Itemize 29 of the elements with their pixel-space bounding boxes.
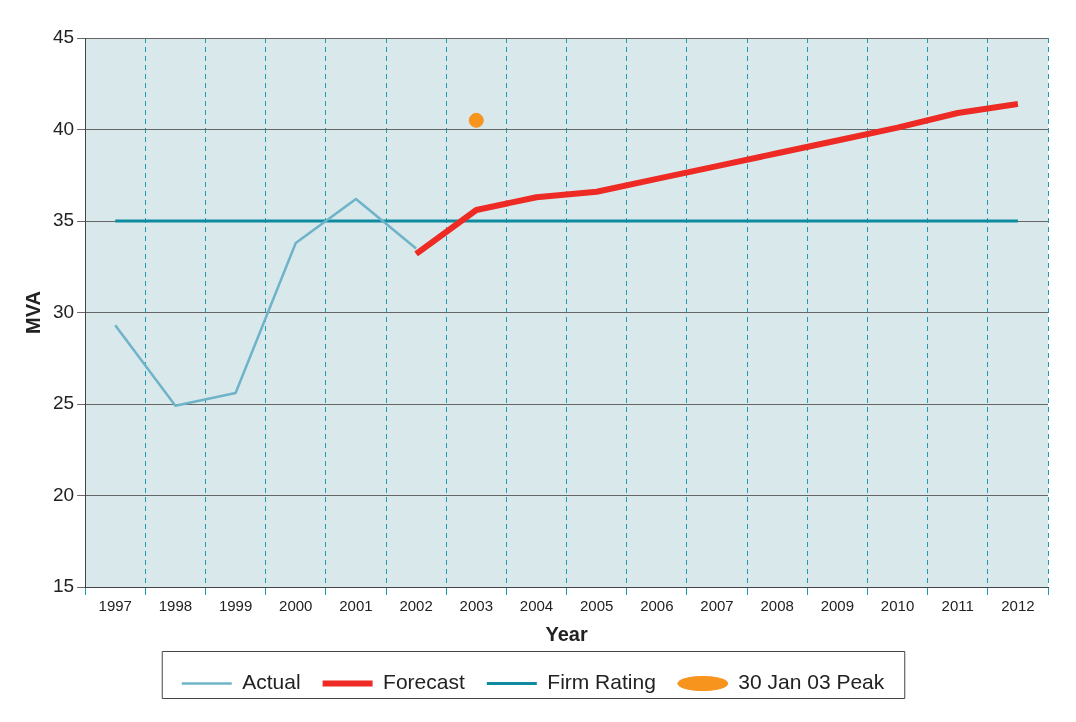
legend-label: Forecast xyxy=(383,670,465,694)
y-tick-label: 20 xyxy=(52,483,75,505)
y-axis-title: MVA xyxy=(21,291,44,334)
y-tick-label: 45 xyxy=(52,26,75,48)
x-tick-label: 2007 xyxy=(700,597,734,615)
x-tick-label: 1998 xyxy=(158,597,193,615)
y-tick-label: 35 xyxy=(52,209,75,231)
legend-label: Actual xyxy=(242,670,301,694)
x-tick-label: 1997 xyxy=(98,597,132,615)
x-tick-label: 2003 xyxy=(459,597,493,615)
x-tick-label: 2002 xyxy=(399,597,433,615)
x-tick-label: 2012 xyxy=(1001,597,1035,615)
x-tick-label: 2006 xyxy=(640,597,674,615)
x-tick-label: 2009 xyxy=(820,597,855,615)
x-tick-label: 1999 xyxy=(218,597,253,615)
y-tick-label: 15 xyxy=(52,575,75,597)
x-axis-title: Year xyxy=(545,622,588,645)
y-tick-label: 40 xyxy=(52,117,75,139)
legend-label: Firm Rating xyxy=(547,670,656,694)
x-tick-label: 2001 xyxy=(339,597,373,615)
x-tick-label: 2008 xyxy=(760,597,794,615)
legend-label: 30 Jan 03 Peak xyxy=(738,670,885,694)
x-tick-label: 2005 xyxy=(579,597,614,615)
y-tick-label: 25 xyxy=(52,392,75,414)
x-tick-label: 2010 xyxy=(880,597,915,615)
x-tick-label: 2000 xyxy=(279,597,313,615)
y-tick-label: 30 xyxy=(52,300,75,322)
x-tick-label: 2004 xyxy=(519,597,554,615)
x-tick-label: 2011 xyxy=(941,597,974,615)
